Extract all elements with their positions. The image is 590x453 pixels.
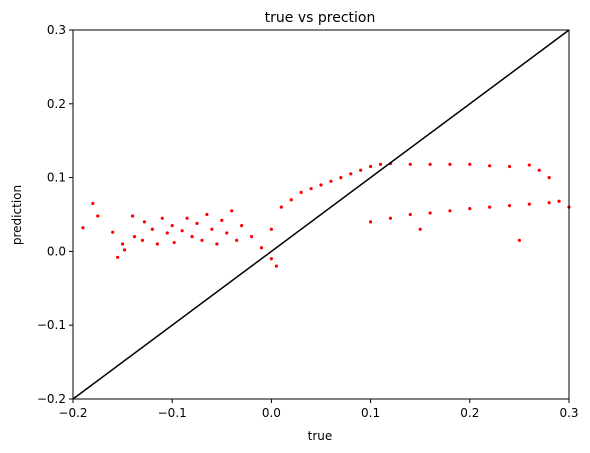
scatter-point (488, 205, 492, 209)
x-tick-label: −0.1 (158, 406, 187, 420)
x-tick-label: 0.0 (262, 406, 281, 420)
scatter-point (517, 238, 522, 242)
x-tick-label: −0.2 (58, 406, 87, 420)
scatter-point (142, 220, 147, 224)
scatter-point (369, 164, 373, 169)
scatter-point (428, 211, 432, 215)
scatter-point (235, 238, 239, 242)
scatter-point (200, 238, 204, 242)
x-axis-label: true (308, 429, 333, 443)
scatter-point (205, 212, 209, 217)
y-axis-label: prediction (10, 185, 24, 245)
scatter-point (269, 257, 273, 261)
scatter-point (140, 238, 145, 242)
scatter-point (309, 187, 313, 191)
chart-title: true vs prection (265, 10, 376, 26)
scatter-point (130, 214, 135, 218)
scatter-point (210, 227, 214, 231)
scatter-point (96, 214, 100, 218)
scatter-point (220, 218, 224, 223)
scatter-point (369, 220, 373, 224)
scatter-point (547, 201, 551, 205)
scatter-point (111, 230, 115, 234)
scatter-point (468, 162, 472, 166)
plot-frame (72, 29, 570, 400)
scatter-point (488, 164, 492, 168)
scatter-point (172, 240, 176, 245)
scatter-point (359, 168, 363, 172)
scatter-point (215, 242, 219, 246)
y-tick-label: −0.1 (37, 318, 66, 332)
scatter-point (547, 176, 551, 180)
scatter-point (349, 172, 353, 176)
scatter-point (448, 162, 452, 166)
scatter-point (225, 231, 229, 235)
scatter-point (299, 190, 303, 194)
scatter-point (190, 235, 194, 239)
scatter-point (132, 235, 137, 239)
scatter-point (259, 246, 264, 250)
scatter-point (468, 206, 472, 211)
scatter-point (185, 216, 189, 220)
scatter-point (279, 205, 283, 209)
x-tick-label: 0.2 (460, 406, 479, 420)
scatter-point (527, 163, 531, 167)
scatter-point (319, 183, 323, 187)
y-tick-label: 0.3 (47, 23, 66, 37)
scatter-points (81, 161, 571, 268)
x-tick-label: 0.1 (361, 406, 380, 420)
reference-line (72, 29, 570, 400)
scatter-point (195, 221, 199, 225)
scatter-point (170, 223, 174, 228)
y-tick-label: 0.0 (47, 244, 66, 258)
scatter-point (116, 255, 120, 259)
scatter-point (378, 162, 383, 166)
scatter-point (289, 198, 293, 202)
y-tick-label: 0.2 (47, 97, 66, 111)
scatter-point (557, 199, 561, 203)
scatter-point (240, 223, 244, 228)
scatter-point (408, 212, 412, 217)
scatter-point (230, 209, 234, 213)
scatter-point (507, 164, 512, 169)
scatter-point (180, 229, 184, 233)
scatter-point (122, 248, 127, 252)
scatter-point (155, 242, 159, 246)
scatter-point (448, 209, 452, 213)
scatter-point (81, 226, 85, 230)
scatter-point (428, 162, 432, 166)
scatter-point (339, 176, 343, 180)
scatter-point (274, 264, 278, 268)
scatter-point (160, 216, 164, 220)
y-tick-label: −0.2 (37, 392, 66, 406)
x-tick-label: 0.3 (559, 406, 578, 420)
scatter-point (91, 201, 95, 206)
y-tick-label: 0.1 (47, 171, 66, 185)
reference-line-group (72, 29, 570, 400)
scatter-point (418, 227, 422, 231)
scatter-point (150, 227, 154, 231)
scatter-point (269, 227, 273, 231)
scatter-point (388, 216, 393, 220)
scatter-point (537, 168, 541, 172)
axis-ticks: −0.2 −0.1 0.0 0.1 0.2 0.3 −0.2 −0.1 0.0 0.1 0.2 0.3 (37, 23, 579, 420)
scatter-point (329, 179, 333, 183)
scatter-point (408, 162, 412, 166)
scatter-point (507, 204, 512, 208)
scatter-point (165, 231, 169, 235)
scatter-point (527, 202, 531, 206)
scatter-point (121, 242, 125, 246)
scatter-point (249, 235, 254, 239)
